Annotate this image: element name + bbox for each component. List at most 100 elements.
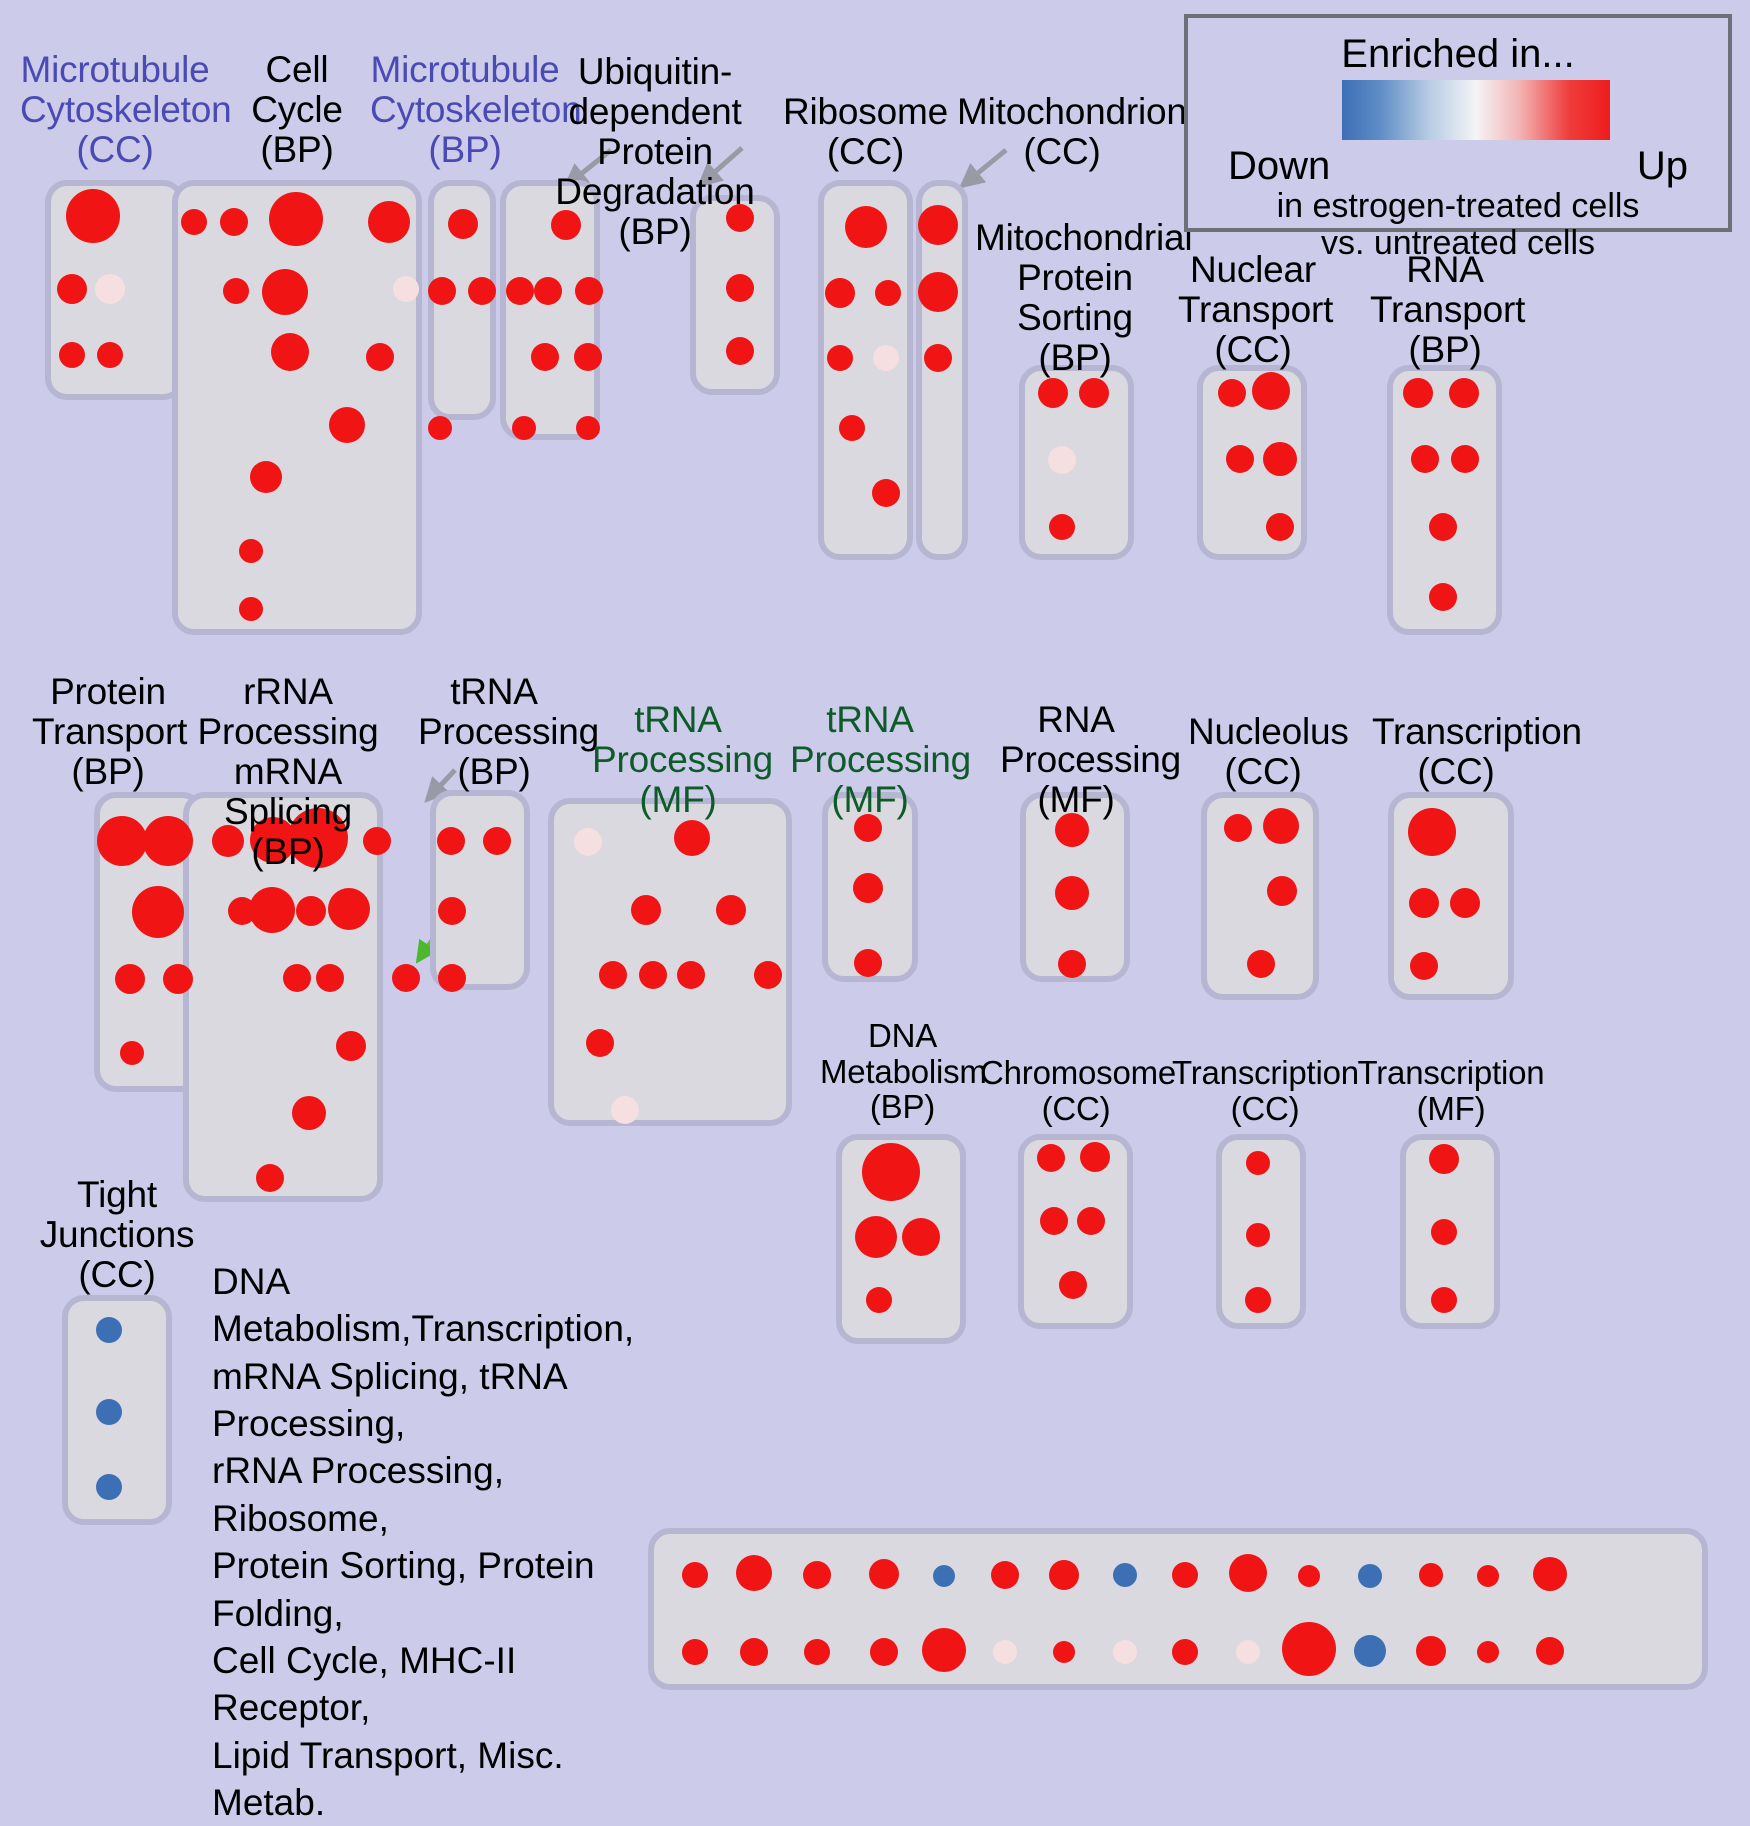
network-node <box>1477 1641 1499 1663</box>
network-node <box>438 897 466 925</box>
network-node <box>1429 513 1457 541</box>
network-node <box>97 816 147 866</box>
network-node <box>576 416 600 440</box>
network-node <box>428 277 456 305</box>
legend-box: Enriched in... Down Up in estrogen-treat… <box>1184 14 1732 232</box>
cluster-box <box>648 1528 1708 1690</box>
network-node <box>839 415 865 441</box>
network-node <box>918 272 958 312</box>
network-node <box>1358 1564 1382 1588</box>
network-node <box>1040 1207 1068 1235</box>
network-node <box>677 961 705 989</box>
network-node <box>1431 1287 1457 1313</box>
network-node <box>1431 1219 1457 1245</box>
network-node <box>1408 808 1456 856</box>
network-node <box>639 961 667 989</box>
network-node <box>438 964 466 992</box>
network-node <box>1403 378 1433 408</box>
figure-canvas: Microtubule Cytoskeleton (CC)Cell Cycle … <box>0 0 1750 1715</box>
network-node <box>1172 1639 1198 1665</box>
network-node <box>57 274 87 304</box>
network-node <box>96 1399 122 1425</box>
network-node <box>716 895 746 925</box>
network-node <box>1263 442 1297 476</box>
cluster-label-mitochondrion-cc: Mitochondrion (CC) <box>957 92 1167 172</box>
network-node <box>181 209 207 235</box>
cluster-label-rrna-processing-mrna-splicing-bp: rRNA Processing mRNA Splicing (BP) <box>168 672 408 872</box>
network-node <box>256 1164 284 1192</box>
network-node <box>993 1640 1017 1664</box>
cluster-label-dna-metabolism-bp: DNA Metabolism (BP) <box>820 1018 985 1125</box>
network-node <box>1267 876 1297 906</box>
network-node <box>804 1639 830 1665</box>
cluster-label-ubiquitin-dependent-protein-degradation-bp: Ubiquitin- dependent Protein Degradation… <box>555 52 755 252</box>
network-node <box>1266 513 1294 541</box>
network-node <box>66 189 120 243</box>
network-node <box>1410 952 1438 980</box>
network-node <box>1048 446 1076 474</box>
network-node <box>902 1218 940 1256</box>
network-node <box>366 343 394 371</box>
cluster-box <box>1019 365 1134 560</box>
network-node <box>368 201 410 243</box>
network-node <box>1049 514 1075 540</box>
cluster-label-chromosome-cc: Chromosome (CC) <box>980 1055 1172 1126</box>
cluster-label-microtubule-cytoskeleton-bp: Microtubule Cytoskeleton (BP) <box>370 50 560 170</box>
network-node <box>872 479 900 507</box>
network-node <box>512 416 536 440</box>
cluster-label-transcription-mf: Transcription (MF) <box>1356 1055 1546 1126</box>
network-node <box>96 1474 122 1500</box>
network-node <box>1113 1563 1137 1587</box>
network-node <box>918 205 958 245</box>
cluster-label-microtubule-cytoskeleton-cc: Microtubule Cytoskeleton (CC) <box>20 50 210 170</box>
network-node <box>854 949 882 977</box>
network-node <box>1451 445 1479 473</box>
network-node <box>1049 1560 1079 1590</box>
cluster-label-trna-processing-mf-2: tRNA Processing (MF) <box>790 700 950 820</box>
network-node <box>574 828 602 856</box>
network-node <box>845 206 887 248</box>
legend-title: Enriched in... <box>1188 32 1728 77</box>
network-node <box>682 1562 708 1588</box>
network-node <box>1053 1641 1075 1663</box>
network-node <box>586 1029 614 1057</box>
network-node <box>1263 808 1299 844</box>
network-node <box>296 896 326 926</box>
network-node <box>448 209 478 239</box>
network-node <box>754 961 782 989</box>
network-node <box>1419 1563 1443 1587</box>
network-node <box>1218 379 1246 407</box>
network-node <box>1298 1565 1320 1587</box>
cluster-box <box>1018 1134 1133 1329</box>
legend-subtitle: in estrogen-treated cells vs. untreated … <box>1188 188 1728 263</box>
cluster-label-rna-processing-mf: RNA Processing (MF) <box>1000 700 1152 820</box>
network-node <box>283 964 311 992</box>
network-node <box>239 597 263 621</box>
cluster-box <box>430 790 530 990</box>
network-node <box>1354 1635 1386 1667</box>
network-node <box>120 1041 144 1065</box>
cluster-label-cell-cycle-bp: Cell Cycle (BP) <box>222 50 372 170</box>
network-node <box>991 1561 1019 1589</box>
network-node <box>468 277 496 305</box>
network-node <box>1077 1207 1105 1235</box>
cluster-label-rna-transport-bp: RNA Transport (BP) <box>1370 250 1520 370</box>
network-node <box>1282 1622 1336 1676</box>
network-node <box>855 1216 897 1258</box>
cluster-label-trna-processing-bp: tRNA Processing (BP) <box>418 672 570 792</box>
network-node <box>393 276 419 302</box>
network-node <box>1037 1144 1065 1172</box>
network-node <box>574 343 602 371</box>
network-node <box>1058 950 1086 978</box>
network-node <box>223 278 249 304</box>
network-node <box>239 539 263 563</box>
network-node <box>726 337 754 365</box>
legend-color-gradient <box>1342 80 1610 140</box>
network-node <box>924 344 952 372</box>
network-node <box>316 964 344 992</box>
network-node <box>336 1031 366 1061</box>
network-node <box>1080 1142 1110 1172</box>
misc-category-list: DNA Metabolism,Transcription, mRNA Splic… <box>212 1258 682 1826</box>
network-node <box>736 1555 772 1591</box>
network-node <box>1055 876 1089 910</box>
